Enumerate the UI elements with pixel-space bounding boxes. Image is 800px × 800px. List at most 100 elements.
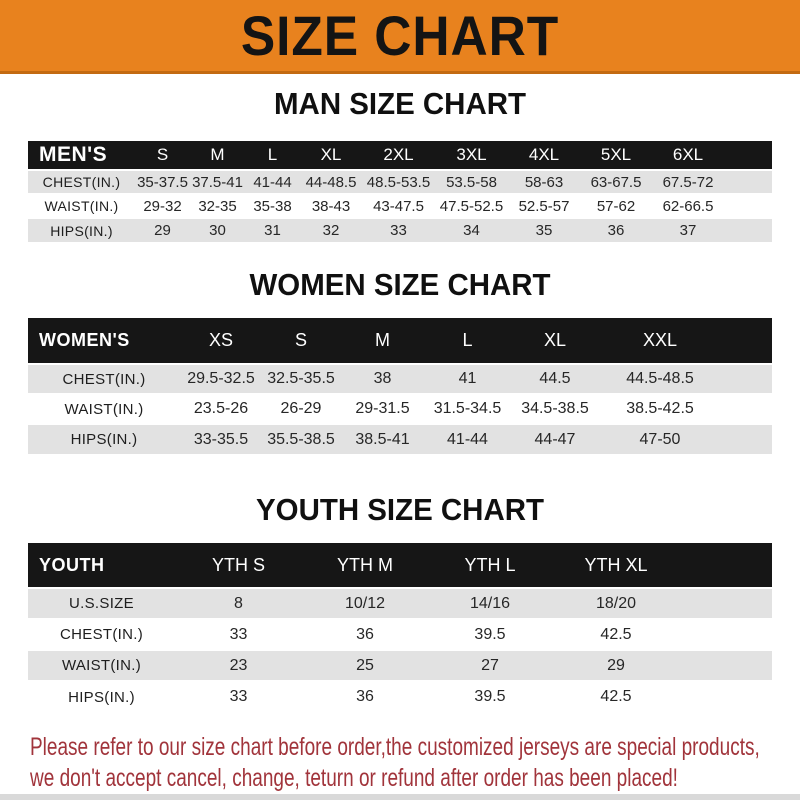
spacer-cell <box>720 318 772 364</box>
men-col-header: M <box>210 145 225 164</box>
table-row: CHEST(IN.) 35-37.5 37.5-41 41-44 44-48.5… <box>28 170 772 194</box>
table-cell: 47-50 <box>639 430 681 448</box>
men-col-header: 5XL <box>600 145 632 164</box>
table-cell: 33-35.5 <box>193 430 249 448</box>
table-cell: 41-44 <box>253 173 292 191</box>
bottom-strip <box>0 794 800 800</box>
table-cell: 57-62 <box>596 197 636 215</box>
table-cell: 44.5-48.5 <box>626 370 694 387</box>
youth-col-header: YTH S <box>211 554 265 575</box>
table-cell: 52.5-57 <box>518 197 570 215</box>
women-col-header: XXL <box>642 330 678 350</box>
men-section-heading: MAN SIZE CHART <box>274 86 526 121</box>
women-header-row: WOMEN'S XS S M L XL XXL <box>28 318 772 364</box>
table-row: WAIST(IN.) 29-32 32-35 35-38 38-43 43-47… <box>28 194 772 218</box>
table-row: HIPS(IN.) 29 30 31 32 33 34 35 36 37 <box>28 218 772 242</box>
row-label: HIPS(IN.) <box>70 431 138 448</box>
table-row: HIPS(IN.) 33 36 39.5 42.5 <box>28 681 772 712</box>
table-cell: 35-37.5 <box>137 173 188 191</box>
men-size-table: MEN'S S M L XL 2XL 3XL 4XL 5XL 6XL CHEST… <box>28 141 772 242</box>
youth-size-table: YOUTH YTH S YTH M YTH L YTH XL U.S.SIZE … <box>28 543 772 712</box>
men-col-header: 3XL <box>456 145 487 164</box>
table-cell: 32-35 <box>198 197 237 215</box>
row-label: HIPS(IN.) <box>50 222 113 239</box>
spacer-cell <box>724 170 772 194</box>
table-cell: 14/16 <box>469 594 511 612</box>
spacer-cell <box>720 394 772 424</box>
table-cell: 23.5-26 <box>193 400 249 417</box>
men-col-header: 2XL <box>383 145 414 164</box>
table-cell: 38.5-42.5 <box>626 400 694 417</box>
table-cell: 29 <box>607 656 625 674</box>
table-cell: 36 <box>356 688 374 705</box>
table-cell: 31.5-34.5 <box>433 400 502 417</box>
table-cell: 36 <box>356 625 374 643</box>
row-label: CHEST(IN.) <box>60 626 143 643</box>
women-corner-label: WOMEN'S <box>39 330 130 350</box>
table-cell: 53.5-58 <box>446 173 497 191</box>
row-label: HIPS(IN.) <box>68 688 135 706</box>
women-section-heading: WOMEN SIZE CHART <box>249 267 551 302</box>
table-row: HIPS(IN.) 33-35.5 35.5-38.5 38.5-41 41-4… <box>28 424 772 454</box>
table-cell: 36 <box>607 222 625 239</box>
table-row: CHEST(IN.) 33 36 39.5 42.5 <box>28 619 772 650</box>
table-row: CHEST(IN.) 29.5-32.5 32.5-35.5 38 41 44.… <box>28 364 772 394</box>
spacer-cell <box>724 141 772 170</box>
table-cell: 38.5-41 <box>355 430 410 448</box>
men-col-header: L <box>267 145 278 164</box>
table-cell: 33 <box>229 625 248 643</box>
table-cell: 39.5 <box>474 688 506 705</box>
spacer-cell <box>680 543 772 588</box>
spacer-cell <box>724 194 772 218</box>
table-cell: 41-44 <box>447 430 488 448</box>
spacer-cell <box>680 681 772 712</box>
table-cell: 39.5 <box>474 625 506 643</box>
table-cell: 26-29 <box>280 400 322 417</box>
table-cell: 38-43 <box>311 197 351 215</box>
order-notice: Please refer to our size chart before or… <box>30 732 800 794</box>
table-cell: 48.5-53.5 <box>366 173 431 191</box>
women-col-header: XS <box>208 330 233 350</box>
row-label: WAIST(IN.) <box>44 198 119 214</box>
youth-corner-label: YOUTH <box>39 554 105 575</box>
men-corner-label: MEN'S <box>39 143 108 166</box>
women-size-table: WOMEN'S XS S M L XL XXL CHEST(IN.) 29.5-… <box>28 318 772 454</box>
table-cell: 29 <box>154 222 171 239</box>
youth-col-header: YTH XL <box>584 554 648 575</box>
youth-header-row: YOUTH YTH S YTH M YTH L YTH XL <box>28 543 772 588</box>
table-cell: 8 <box>234 594 243 612</box>
table-cell: 27 <box>481 656 499 674</box>
table-row: U.S.SIZE 8 10/12 14/16 18/20 <box>28 588 772 619</box>
men-col-header: 4XL <box>528 145 560 164</box>
spacer-cell <box>720 364 772 394</box>
table-cell: 47.5-52.5 <box>439 197 504 215</box>
row-label: U.S.SIZE <box>69 595 134 612</box>
table-cell: 44-47 <box>534 430 576 448</box>
table-row: WAIST(IN.) 23 25 27 29 <box>28 650 772 681</box>
table-cell: 42.5 <box>600 625 632 643</box>
youth-section-heading: YOUTH SIZE CHART <box>256 492 544 527</box>
table-cell: 35.5-38.5 <box>267 430 335 448</box>
table-row: WAIST(IN.) 23.5-26 26-29 29-31.5 31.5-34… <box>28 394 772 424</box>
table-cell: 18/20 <box>595 594 637 612</box>
size-chart-banner: SIZE CHART <box>0 0 800 74</box>
banner-title: SIZE CHART <box>240 3 560 67</box>
table-cell: 10/12 <box>344 594 386 612</box>
row-label: CHEST(IN.) <box>42 174 121 190</box>
men-col-header: S <box>156 145 169 164</box>
table-cell: 37.5-41 <box>192 173 243 191</box>
spacer-cell <box>720 424 772 454</box>
table-cell: 31 <box>264 222 281 239</box>
youth-col-header: YTH L <box>464 554 516 575</box>
men-col-header: XL <box>320 145 342 164</box>
table-cell: 63-67.5 <box>590 173 642 191</box>
table-cell: 29-32 <box>143 197 182 215</box>
table-cell: 35 <box>535 222 553 239</box>
table-cell: 37 <box>679 222 697 239</box>
table-cell: 38 <box>373 370 392 387</box>
table-cell: 44-48.5 <box>305 173 357 191</box>
men-header-row: MEN'S S M L XL 2XL 3XL 4XL 5XL 6XL <box>28 141 772 170</box>
row-label: WAIST(IN.) <box>64 400 144 418</box>
spacer-cell <box>724 218 772 242</box>
row-label: CHEST(IN.) <box>62 370 146 388</box>
